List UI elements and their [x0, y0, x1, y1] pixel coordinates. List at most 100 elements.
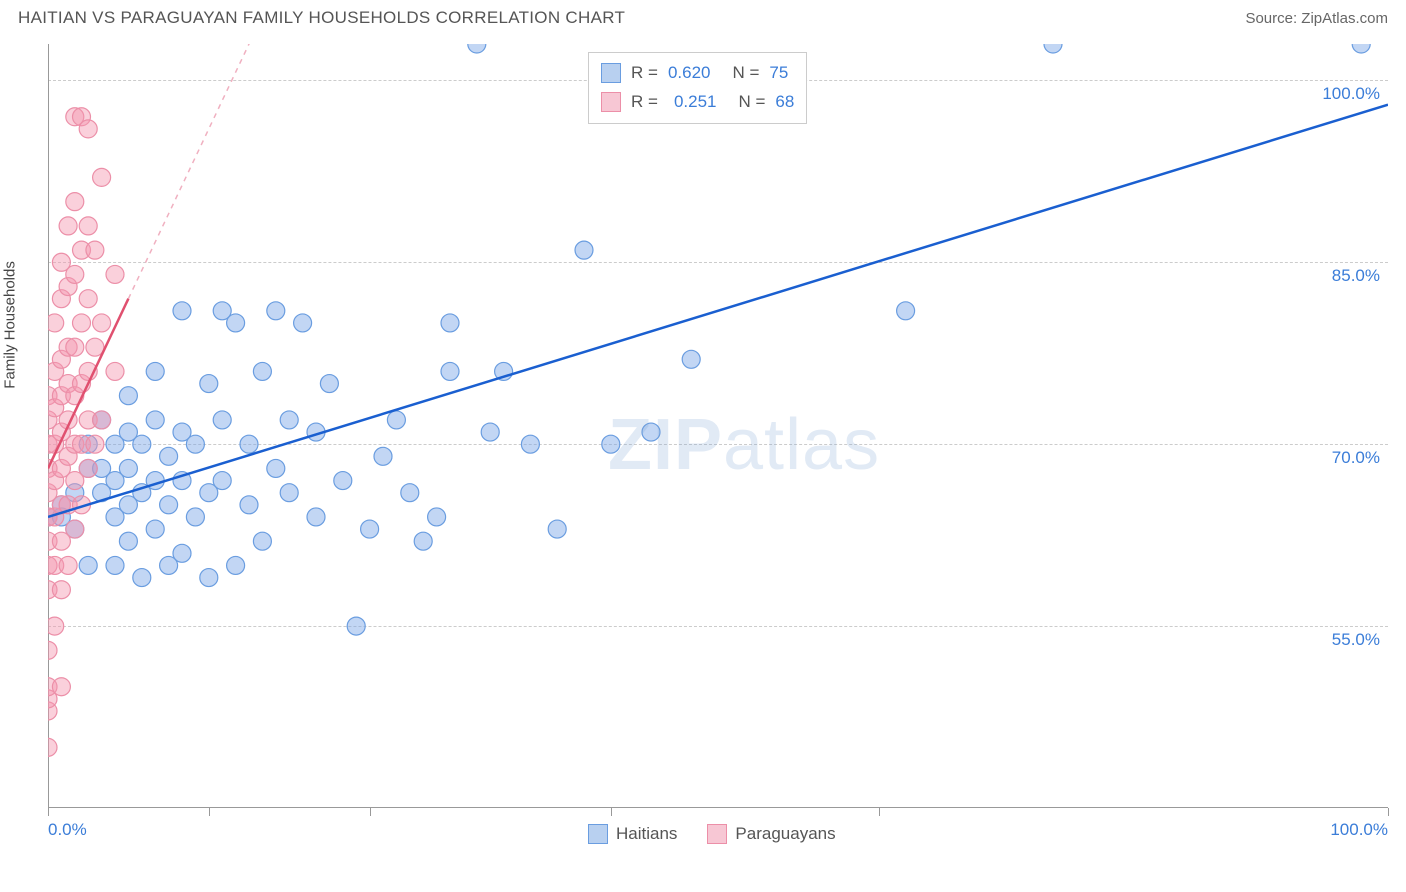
data-point: [86, 435, 104, 453]
data-point: [146, 411, 164, 429]
chart-title: HAITIAN VS PARAGUAYAN FAMILY HOUSEHOLDS …: [18, 8, 625, 28]
data-point: [73, 314, 91, 332]
data-point: [200, 569, 218, 587]
data-point: [320, 375, 338, 393]
legend-item-paraguayans: Paraguayans: [707, 824, 835, 844]
legend-swatch-paraguayans: [707, 824, 727, 844]
data-point: [66, 193, 84, 211]
data-point: [307, 508, 325, 526]
data-point: [575, 241, 593, 259]
x-tick: [1388, 808, 1389, 816]
data-point: [48, 738, 57, 756]
data-point: [86, 241, 104, 259]
data-point: [334, 472, 352, 490]
series-legend: Haitians Paraguayans: [588, 824, 836, 844]
data-point: [280, 411, 298, 429]
data-point: [106, 362, 124, 380]
data-point: [52, 581, 70, 599]
data-point: [267, 459, 285, 477]
data-point: [186, 508, 204, 526]
data-point: [240, 435, 258, 453]
data-point: [1044, 44, 1062, 53]
data-point: [200, 375, 218, 393]
y-axis-label: Family Households: [2, 261, 19, 389]
x-tick: [370, 808, 371, 816]
swatch-haitians: [601, 63, 621, 83]
data-point: [441, 314, 459, 332]
legend-swatch-haitians: [588, 824, 608, 844]
data-point: [146, 362, 164, 380]
data-point: [227, 556, 245, 574]
swatch-paraguayans: [601, 92, 621, 112]
data-point: [468, 44, 486, 53]
x-tick: [48, 808, 49, 816]
data-point: [106, 265, 124, 283]
r-value-paraguayans: 0.251: [674, 88, 717, 117]
data-point: [160, 447, 178, 465]
data-point: [548, 520, 566, 538]
stats-legend: R = 0.620 N = 75 R = 0.251 N = 68: [588, 52, 807, 124]
trend-line: [48, 105, 1388, 517]
legend-label-paraguayans: Paraguayans: [735, 824, 835, 844]
x-tick: [611, 808, 612, 816]
data-point: [173, 302, 191, 320]
data-point: [93, 314, 111, 332]
data-point: [267, 302, 285, 320]
data-point: [401, 484, 419, 502]
data-point: [602, 435, 620, 453]
data-point: [213, 472, 231, 490]
data-point: [48, 314, 64, 332]
data-point: [160, 496, 178, 514]
data-point: [133, 569, 151, 587]
legend-label-haitians: Haitians: [616, 824, 677, 844]
data-point: [253, 532, 271, 550]
x-tick: [879, 808, 880, 816]
data-point: [52, 678, 70, 696]
source-label: Source: ZipAtlas.com: [1245, 10, 1388, 27]
data-point: [441, 362, 459, 380]
data-point: [253, 362, 271, 380]
data-point: [521, 435, 539, 453]
data-point: [414, 532, 432, 550]
data-point: [213, 411, 231, 429]
data-point: [106, 556, 124, 574]
data-point: [361, 520, 379, 538]
data-point: [173, 544, 191, 562]
stats-row-haitians: R = 0.620 N = 75: [601, 59, 794, 88]
data-point: [240, 496, 258, 514]
n-value-paraguayans: 68: [775, 88, 794, 117]
stats-row-paraguayans: R = 0.251 N = 68: [601, 88, 794, 117]
data-point: [59, 556, 77, 574]
trend-line-extrapolated: [128, 44, 289, 299]
data-point: [119, 387, 137, 405]
data-point: [1352, 44, 1370, 53]
header: HAITIAN VS PARAGUAYAN FAMILY HOUSEHOLDS …: [0, 0, 1406, 32]
data-point: [481, 423, 499, 441]
data-point: [66, 338, 84, 356]
data-point: [79, 120, 97, 138]
r-value-haitians: 0.620: [668, 59, 711, 88]
legend-item-haitians: Haitians: [588, 824, 677, 844]
data-point: [227, 314, 245, 332]
data-point: [79, 217, 97, 235]
data-point: [897, 302, 915, 320]
data-point: [387, 411, 405, 429]
chart-container: Family Households 55.0%70.0%85.0%100.0% …: [48, 44, 1388, 844]
data-point: [93, 168, 111, 186]
data-point: [119, 532, 137, 550]
data-point: [48, 617, 64, 635]
data-point: [146, 520, 164, 538]
data-point: [294, 314, 312, 332]
data-point: [682, 350, 700, 368]
data-point: [66, 265, 84, 283]
data-point: [186, 435, 204, 453]
data-point: [79, 556, 97, 574]
n-value-haitians: 75: [769, 59, 788, 88]
data-point: [79, 290, 97, 308]
data-point: [642, 423, 660, 441]
data-point: [59, 217, 77, 235]
data-point: [374, 447, 392, 465]
data-point: [48, 641, 57, 659]
x-tick-label: 0.0%: [48, 820, 87, 840]
x-tick-label: 100.0%: [1330, 820, 1388, 840]
